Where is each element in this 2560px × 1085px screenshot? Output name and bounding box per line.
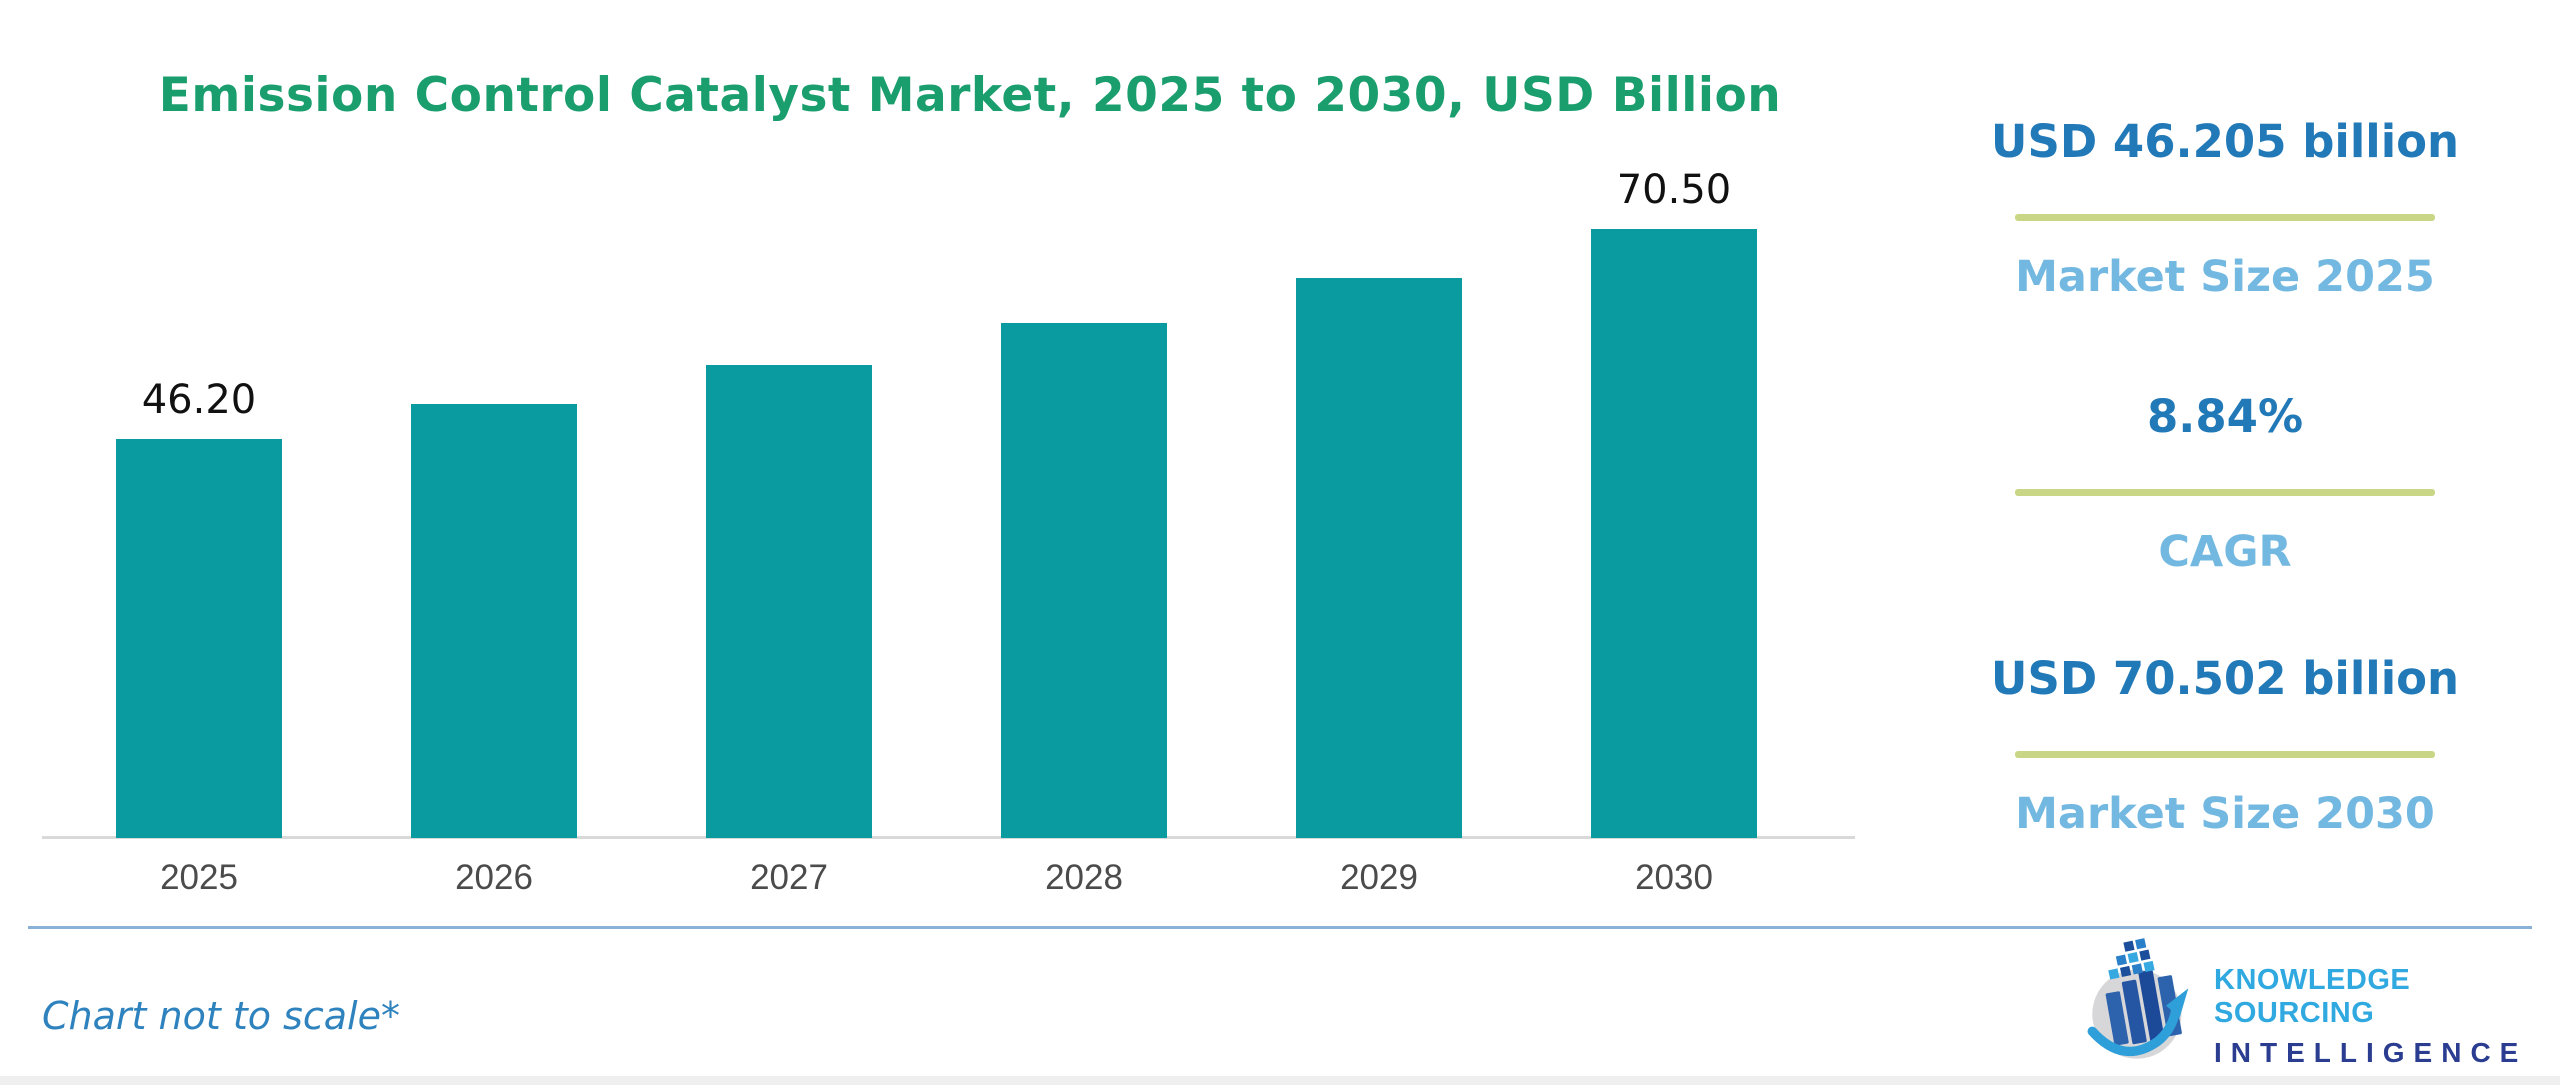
bar-chart: 46.20 2025 2026 2027 2028 2029 70.50 2030 <box>42 167 1855 897</box>
bottom-strip <box>0 1076 2560 1085</box>
bar-2027 <box>706 365 872 838</box>
stat-rule <box>2015 489 2435 496</box>
knowledge-sourcing-logo-icon <box>2082 938 2202 1072</box>
stat-value-cagr: 8.84% <box>2146 390 2304 443</box>
x-axis-label-2030: 2030 <box>1635 858 1713 897</box>
bar-2029 <box>1296 278 1462 838</box>
bar-2030 <box>1591 229 1757 838</box>
x-axis-label-2025: 2025 <box>160 858 238 897</box>
logo-text: KNOWLEDGE SOURCING INTELLIGENCE <box>2214 938 2560 1069</box>
stat-label-2030: Market Size 2030 <box>2015 789 2435 839</box>
stat-value-2025: USD 46.205 billion <box>1990 115 2460 168</box>
stat-label-2025: Market Size 2025 <box>2015 252 2435 302</box>
x-axis-label-2028: 2028 <box>1045 858 1123 897</box>
stat-market-size-2030: USD 70.502 billion Market Size 2030 <box>1925 651 2525 842</box>
stat-label-cagr: CAGR <box>2158 527 2292 577</box>
chart-title: Emission Control Catalyst Market, 2025 t… <box>158 68 1782 123</box>
x-axis-line <box>42 836 1855 839</box>
stat-rule <box>2015 214 2435 221</box>
footer-divider <box>28 926 2532 929</box>
x-axis-label-2027: 2027 <box>750 858 828 897</box>
stat-market-size-2025: USD 46.205 billion Market Size 2025 <box>1925 114 2525 305</box>
stat-value-2030: USD 70.502 billion <box>1990 652 2460 705</box>
bar-value-label-2025: 46.20 <box>141 377 257 423</box>
bar-value-label-2030: 70.50 <box>1616 167 1732 213</box>
bar-2026 <box>411 404 577 838</box>
company-logo: KNOWLEDGE SOURCING INTELLIGENCE <box>2082 938 2560 1072</box>
x-axis-label-2029: 2029 <box>1340 858 1418 897</box>
logo-line1: KNOWLEDGE SOURCING <box>2214 964 2411 1029</box>
logo-line2: INTELLIGENCE <box>2214 1037 2528 1068</box>
bar-2025 <box>116 439 282 838</box>
scale-note: Chart not to scale* <box>42 994 400 1038</box>
stat-rule <box>2015 751 2435 758</box>
stat-cagr: 8.84% CAGR <box>1925 389 2525 580</box>
bar-2028 <box>1001 323 1167 838</box>
x-axis-label-2026: 2026 <box>455 858 533 897</box>
